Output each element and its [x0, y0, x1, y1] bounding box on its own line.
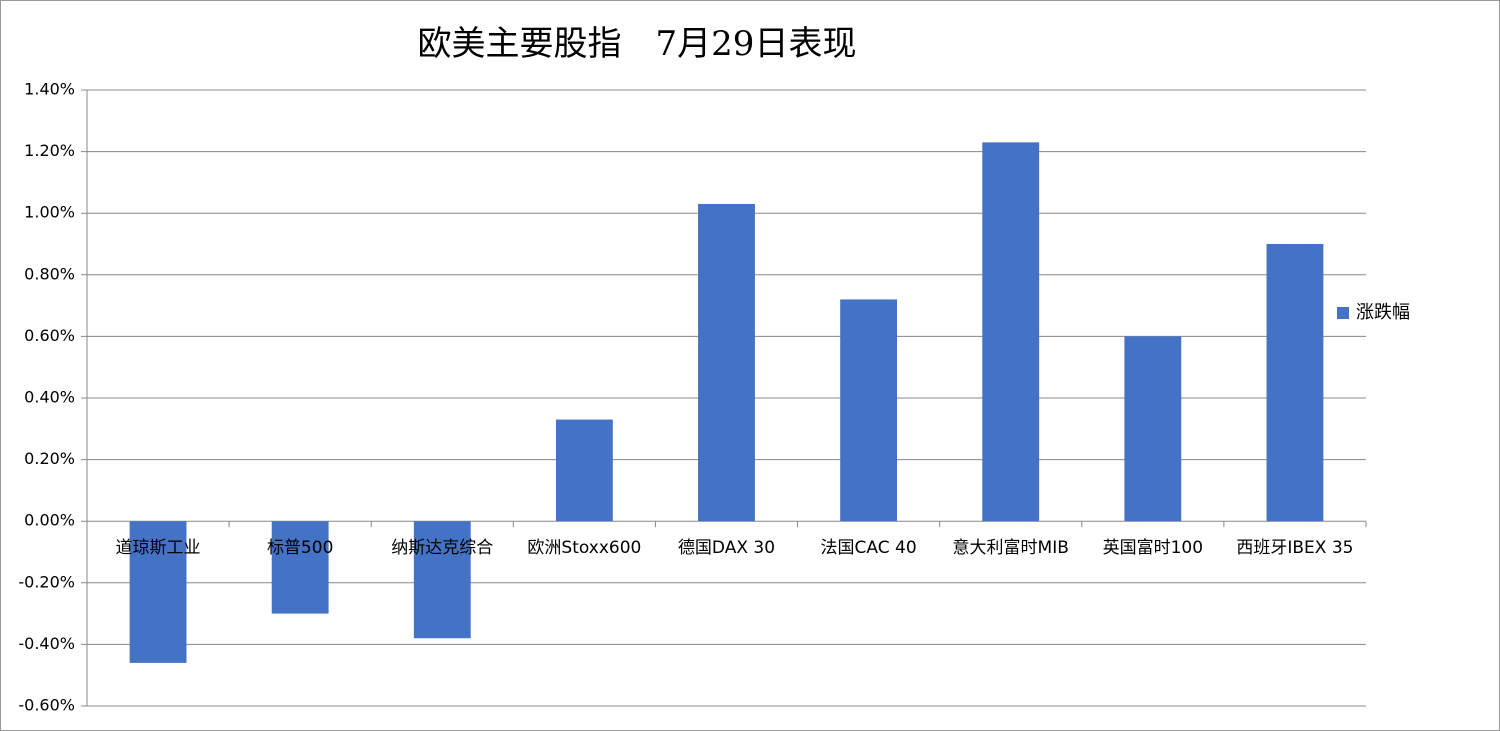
y-tick-label: 0.80% — [24, 264, 75, 283]
x-tick-label: 道琼斯工业 — [116, 538, 201, 558]
x-tick-label: 英国富时100 — [1103, 538, 1203, 558]
bar — [1124, 336, 1182, 522]
x-tick-label: 欧洲Stoxx600 — [527, 538, 641, 558]
bar — [840, 299, 898, 522]
bar — [555, 419, 613, 522]
x-tick-label: 德国DAX 30 — [678, 538, 775, 558]
bar — [698, 203, 755, 522]
y-tick-label: -0.20% — [18, 572, 75, 591]
y-tick-label: -0.60% — [18, 696, 75, 715]
chart-title: 欧美主要股指 7月29日表现 — [418, 24, 857, 64]
y-tick-label: 1.40% — [24, 80, 75, 99]
x-tick-label: 纳斯达克综合 — [391, 538, 493, 558]
x-tick-label: 标普500 — [267, 538, 333, 558]
legend-label: 涨跌幅 — [1356, 302, 1410, 323]
y-tick-label: 1.20% — [24, 141, 75, 160]
x-tick-label: 西班牙IBEX 35 — [1236, 538, 1353, 558]
bar — [1266, 244, 1324, 522]
bar — [271, 521, 329, 614]
y-tick-label: 0.40% — [24, 388, 75, 407]
bar — [413, 521, 471, 639]
legend-swatch — [1337, 307, 1349, 319]
y-tick-label: 0.00% — [24, 511, 75, 530]
bar — [982, 142, 1040, 522]
y-tick-label: 0.60% — [24, 326, 75, 345]
y-tick-label: 0.20% — [24, 449, 75, 468]
x-tick-label: 意大利富时MIB — [953, 538, 1069, 558]
x-tick-label: 法国CAC 40 — [821, 538, 917, 558]
bar — [129, 521, 187, 663]
y-tick-label: 1.00% — [24, 203, 75, 222]
y-tick-label: -0.40% — [18, 634, 75, 653]
